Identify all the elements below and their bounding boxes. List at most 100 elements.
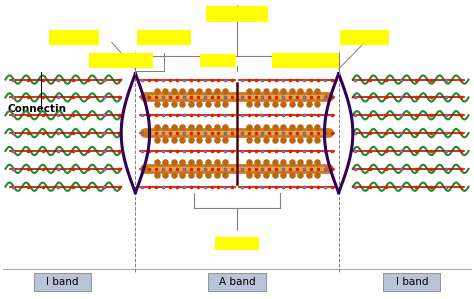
Point bbox=[166, 95, 174, 100]
Point bbox=[238, 113, 246, 118]
Point bbox=[24, 184, 31, 189]
Point bbox=[139, 95, 146, 100]
Point bbox=[300, 131, 308, 135]
Point bbox=[351, 149, 359, 153]
Point bbox=[146, 184, 153, 189]
Point bbox=[351, 149, 359, 153]
Point bbox=[100, 95, 108, 100]
Point bbox=[162, 173, 169, 178]
Point bbox=[259, 184, 266, 189]
Point bbox=[279, 131, 287, 135]
Point bbox=[187, 102, 195, 106]
Point bbox=[259, 131, 266, 135]
Point bbox=[85, 131, 92, 135]
Point bbox=[300, 167, 308, 171]
Point bbox=[351, 113, 359, 118]
Point bbox=[254, 137, 261, 142]
Point bbox=[24, 95, 31, 100]
Point bbox=[194, 167, 201, 171]
Point bbox=[351, 167, 359, 171]
Point bbox=[271, 160, 278, 165]
Point bbox=[314, 137, 321, 142]
Point bbox=[180, 95, 188, 100]
Point bbox=[259, 113, 266, 118]
Point bbox=[55, 113, 62, 118]
Point bbox=[201, 184, 209, 189]
Point bbox=[259, 113, 266, 118]
Point bbox=[300, 131, 308, 135]
Point bbox=[300, 149, 308, 153]
Point bbox=[39, 131, 46, 135]
Point bbox=[293, 167, 301, 171]
Point bbox=[321, 131, 328, 135]
Point bbox=[9, 167, 16, 171]
Point bbox=[153, 173, 160, 178]
Point bbox=[245, 131, 253, 135]
Point bbox=[201, 113, 209, 118]
Point bbox=[351, 113, 359, 118]
FancyBboxPatch shape bbox=[206, 6, 268, 22]
Point bbox=[159, 167, 167, 171]
Point bbox=[443, 184, 450, 189]
Point bbox=[279, 89, 287, 93]
Point bbox=[221, 167, 229, 171]
Point bbox=[221, 124, 229, 129]
Point bbox=[397, 167, 404, 171]
Text: Connectin: Connectin bbox=[8, 104, 67, 114]
Point bbox=[201, 167, 209, 171]
Point bbox=[159, 167, 167, 171]
Point bbox=[139, 149, 146, 153]
Point bbox=[180, 131, 188, 135]
Point bbox=[328, 184, 335, 189]
Point bbox=[279, 113, 287, 118]
Point bbox=[428, 149, 435, 153]
Point bbox=[221, 95, 229, 100]
Point bbox=[245, 137, 253, 142]
Point bbox=[293, 184, 301, 189]
Point bbox=[279, 167, 287, 171]
Point bbox=[173, 77, 181, 82]
Point bbox=[328, 149, 335, 153]
Point bbox=[279, 160, 287, 165]
Point bbox=[170, 124, 178, 129]
Point bbox=[153, 95, 160, 100]
Point bbox=[279, 102, 287, 106]
Point bbox=[9, 95, 16, 100]
Point bbox=[179, 124, 186, 129]
Point bbox=[180, 167, 188, 171]
Point bbox=[293, 149, 301, 153]
FancyBboxPatch shape bbox=[49, 30, 99, 45]
Point bbox=[300, 113, 308, 118]
Point bbox=[443, 149, 450, 153]
Point bbox=[259, 131, 266, 135]
Point bbox=[196, 102, 203, 106]
Point bbox=[273, 149, 280, 153]
Point bbox=[159, 95, 167, 100]
Point bbox=[221, 77, 229, 82]
Point bbox=[170, 137, 178, 142]
Point bbox=[173, 184, 181, 189]
Point bbox=[443, 77, 450, 82]
Point bbox=[458, 184, 465, 189]
Point bbox=[307, 184, 315, 189]
Point bbox=[228, 77, 236, 82]
Point bbox=[314, 184, 321, 189]
Point bbox=[271, 89, 278, 93]
Point bbox=[9, 113, 16, 118]
Point bbox=[238, 131, 246, 135]
Point bbox=[293, 95, 301, 100]
Point bbox=[39, 77, 46, 82]
Point bbox=[187, 131, 195, 135]
Point bbox=[307, 77, 315, 82]
FancyBboxPatch shape bbox=[215, 237, 259, 250]
Point bbox=[245, 113, 253, 118]
Point bbox=[146, 77, 153, 82]
Point bbox=[366, 167, 374, 171]
Point bbox=[139, 184, 146, 189]
Point bbox=[279, 95, 287, 100]
Point bbox=[271, 124, 278, 129]
Point bbox=[9, 131, 16, 135]
Point bbox=[194, 113, 201, 118]
Point bbox=[238, 95, 246, 100]
Point bbox=[238, 113, 246, 118]
